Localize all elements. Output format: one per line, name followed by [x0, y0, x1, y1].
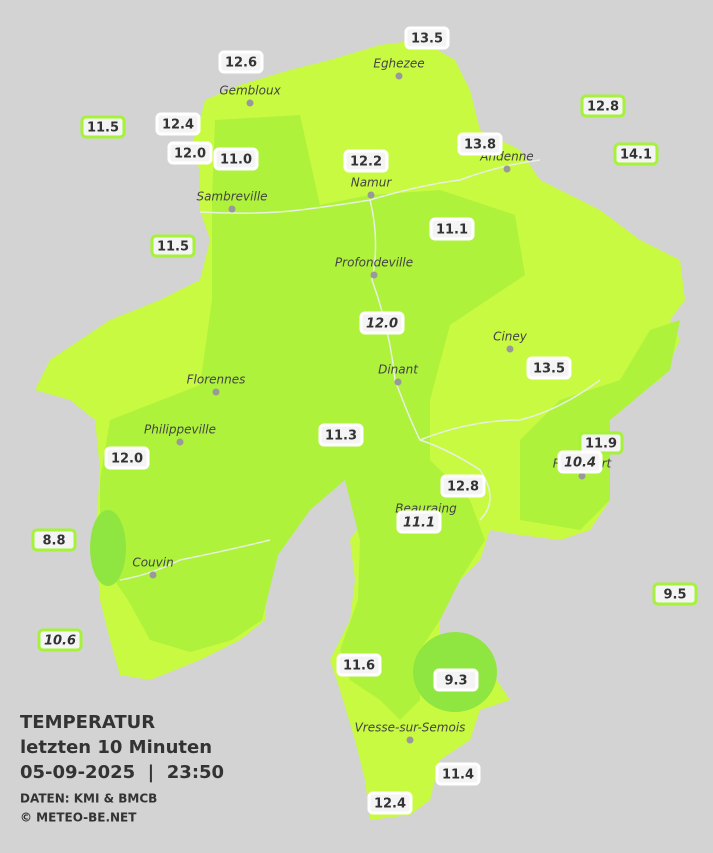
city-dot [228, 205, 236, 213]
city-label: Gembloux [219, 84, 281, 98]
station-value: 13.8 [464, 138, 496, 153]
station-value: 9.3 [444, 674, 467, 689]
city-label: Couvin [132, 556, 173, 570]
station-value: 11.9 [585, 437, 617, 452]
station-box [218, 50, 264, 74]
city-label: Dinant [378, 363, 419, 377]
city-label: Ciney [493, 330, 528, 344]
city-label: Namur [351, 176, 393, 190]
station-box [557, 450, 603, 474]
station-box [404, 26, 450, 50]
station-value: 11.1 [403, 516, 435, 531]
station-value: 12.4 [162, 118, 194, 133]
station-value: 11.5 [87, 121, 119, 136]
station-value: 11.1 [436, 223, 468, 238]
station-value: 12.2 [350, 155, 382, 170]
station-box [31, 528, 77, 552]
station-box [336, 653, 382, 677]
station-value: 13.5 [533, 362, 565, 377]
city-dot [246, 99, 254, 107]
station-box [318, 423, 364, 447]
station-value: 10.6 [44, 634, 76, 649]
station-value: 12.0 [111, 452, 143, 467]
station-value: 11.0 [220, 153, 252, 168]
city-dot [367, 191, 375, 199]
station-box [396, 510, 442, 534]
city-dot [149, 571, 157, 579]
station-value: 8.8 [42, 534, 65, 549]
station-box [440, 474, 486, 498]
station-box [343, 149, 389, 173]
station-box [359, 311, 405, 335]
title: TEMPERATUR [20, 712, 155, 733]
city-dot [176, 438, 184, 446]
station-box [155, 112, 201, 136]
source: DATEN: KMI & BMCB [20, 792, 157, 806]
station-value: 12.4 [374, 797, 406, 812]
cooler-zone [520, 320, 680, 530]
station-value: 12.8 [447, 480, 479, 495]
station-box [457, 132, 503, 156]
station-box [213, 147, 259, 171]
station-box [37, 628, 83, 652]
city-dot [406, 736, 414, 744]
city-dot [394, 378, 402, 386]
station-value: 13.5 [411, 32, 443, 47]
station-value: 12.0 [366, 317, 398, 332]
station-value: 11.4 [442, 768, 474, 783]
station-box [429, 217, 475, 241]
station-box [435, 762, 481, 786]
city-label: Profondeville [335, 256, 413, 270]
city-dot [370, 271, 378, 279]
station-box [652, 582, 698, 606]
cooler-zone [100, 115, 525, 720]
station-value: 12.6 [225, 56, 257, 71]
cold-patch [90, 510, 126, 586]
city-label: Florennes [187, 373, 246, 387]
station-box [367, 791, 413, 815]
station-value: 11.6 [343, 659, 375, 674]
station-value: 10.4 [564, 456, 596, 471]
city-label: Vresse-sur-Semois [355, 721, 466, 735]
city-dot [506, 345, 514, 353]
station-value: 12.0 [174, 147, 206, 162]
station-box [80, 115, 126, 139]
station-box [150, 234, 196, 258]
station-box [526, 356, 572, 380]
city-label: Philippeville [144, 423, 216, 437]
station-box [580, 94, 626, 118]
subtitle: letzten 10 Minuten [20, 737, 212, 758]
timestamp: 05-09-2025 | 23:50 [20, 762, 224, 783]
station-value: 11.5 [157, 240, 189, 255]
station-box [167, 141, 213, 165]
station-value: 9.5 [663, 588, 686, 603]
city-dot [395, 72, 403, 80]
copyright: © METEO-BE.NET [20, 811, 137, 825]
city-dot [503, 165, 511, 173]
city-label: Eghezee [373, 57, 424, 71]
station-value: 12.8 [587, 100, 619, 115]
city-dot [212, 388, 220, 396]
station-value: 14.1 [620, 148, 652, 163]
station-box [613, 142, 659, 166]
station-value: 11.3 [325, 429, 357, 444]
station-box [104, 446, 150, 470]
station-box [433, 668, 479, 692]
city-label: Sambreville [196, 190, 267, 204]
city-dot [578, 472, 586, 480]
